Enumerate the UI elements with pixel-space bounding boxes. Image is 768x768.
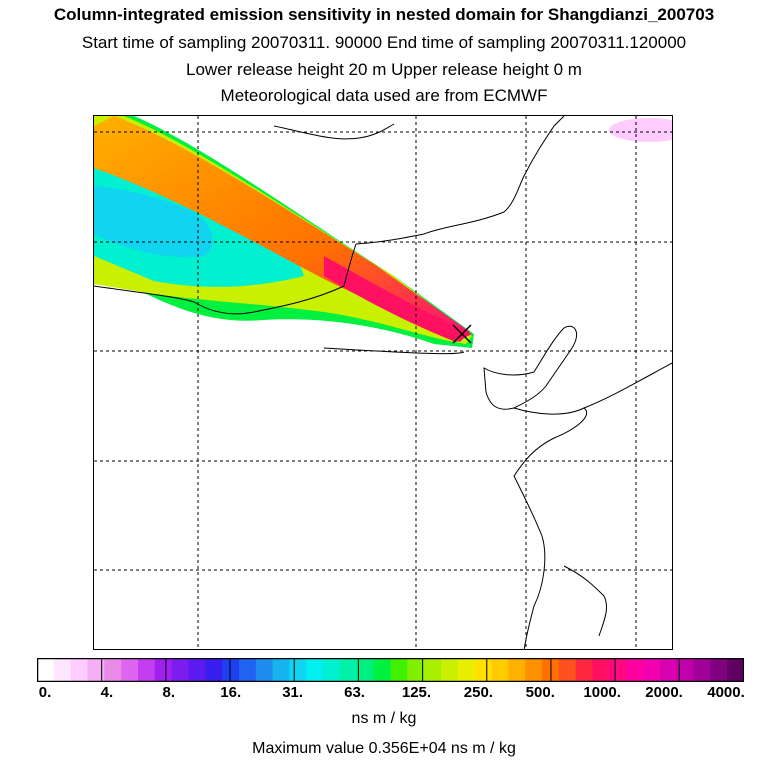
colorbar-swatch	[710, 658, 728, 682]
colorbar-swatch	[37, 658, 55, 682]
colorbar-swatch	[592, 658, 610, 682]
colorbar-swatch	[558, 658, 577, 682]
colorbar-swatch	[727, 658, 745, 682]
colorbar-swatch	[643, 658, 661, 682]
release-height-line: Lower release height 20 m Upper release …	[186, 60, 582, 79]
colorbar-swatch	[491, 658, 509, 682]
colorbar-swatch	[255, 658, 274, 682]
maximum-value: Maximum value 0.356E+04 ns m / kg	[252, 740, 516, 757]
map-canvas	[94, 116, 672, 649]
colorbar-tick-label: 2000.	[645, 684, 683, 701]
colorbar-swatch	[525, 658, 543, 682]
colorbar-swatch	[154, 658, 173, 682]
colorbar-tick-label: 4000.	[707, 684, 745, 701]
colorbar-swatch	[441, 658, 459, 682]
colorbar-swatch	[424, 658, 442, 682]
colorbar-swatch	[340, 658, 358, 682]
colorbar-tick-label: 125.	[401, 684, 432, 701]
plume-red-core	[324, 256, 472, 342]
plot-title: Column-integrated emission sensitivity i…	[53, 5, 715, 24]
colorbar-swatch	[222, 658, 240, 682]
colorbar-swatch	[609, 658, 627, 682]
colorbar-swatch	[205, 658, 223, 682]
colorbar-tick-label: 16.	[220, 684, 242, 701]
colorbar-tick-label: 4.	[100, 684, 114, 701]
colorbar-tick-label: 31.	[282, 684, 304, 701]
plume-cyan-core	[94, 186, 213, 258]
colorbar-swatch	[323, 658, 341, 682]
colorbar-swatch	[87, 658, 105, 682]
colorbar-swatch	[53, 658, 72, 682]
meteo-source-line: Meteorological data used are from ECMWF	[220, 86, 548, 105]
colorbar-swatch	[626, 658, 644, 682]
grid-lines	[94, 116, 672, 649]
colorbar-swatch	[138, 658, 156, 682]
sensitivity-map	[93, 115, 673, 650]
coastlines	[94, 116, 672, 649]
colorbar-swatch	[289, 658, 307, 682]
colorbar	[36, 657, 745, 683]
colorbar-swatch	[121, 658, 139, 682]
colorbar-swatch	[474, 658, 492, 682]
colorbar-tick-label: 500.	[525, 684, 555, 701]
colorbar-swatch	[390, 658, 408, 682]
colorbar-tick-label: 1000.	[583, 684, 621, 701]
colorbar-tick-label: 63.	[344, 684, 365, 701]
low-sensitivity-patch	[609, 118, 672, 142]
colorbar-swatch	[272, 658, 290, 682]
x-marker-icon	[452, 324, 472, 344]
colorbar-swatch	[188, 658, 206, 682]
colorbar-swatch	[373, 658, 391, 682]
colorbar-swatch	[407, 658, 425, 682]
colorbar-swatch	[676, 658, 694, 682]
colorbar-swatch	[659, 658, 678, 682]
colorbar-swatch	[239, 658, 257, 682]
colorbar-tick-label: 0.	[38, 684, 52, 701]
colorbar-swatch	[171, 658, 189, 682]
sampling-time-line: Start time of sampling 20070311. 90000 E…	[81, 33, 687, 52]
colorbar-swatch	[508, 658, 526, 682]
colorbar-units: ns m / kg	[351, 710, 417, 727]
colorbar-tick-label: 250.	[463, 684, 493, 701]
colorbar-swatch	[457, 658, 476, 682]
colorbar-swatch	[104, 658, 122, 682]
colorbar-swatch	[70, 658, 88, 682]
colorbar-tick-label: 8.	[162, 684, 176, 701]
colorbar-swatch	[693, 658, 711, 682]
colorbar-swatch	[575, 658, 593, 682]
colorbar-swatch	[306, 658, 324, 682]
colorbar-swatch	[356, 658, 375, 682]
